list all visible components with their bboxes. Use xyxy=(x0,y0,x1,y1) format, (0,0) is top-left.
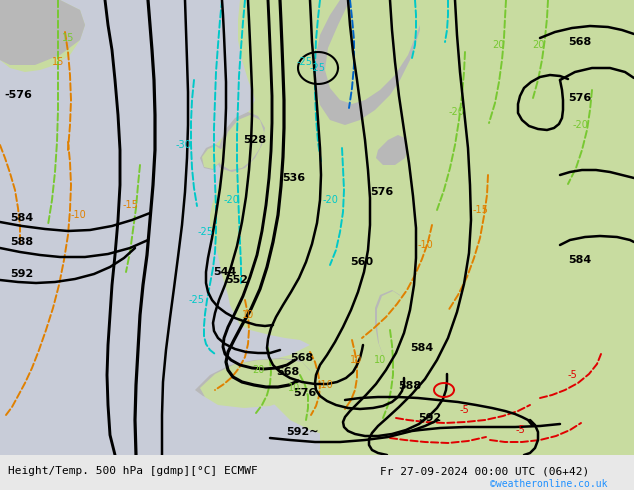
Text: 552: 552 xyxy=(226,275,249,285)
Text: -20: -20 xyxy=(223,195,239,205)
Text: -5: -5 xyxy=(459,405,469,415)
Text: ©weatheronline.co.uk: ©weatheronline.co.uk xyxy=(490,479,607,489)
Text: -20: -20 xyxy=(322,195,338,205)
Text: 10: 10 xyxy=(288,383,300,393)
Text: 592: 592 xyxy=(418,413,442,423)
Polygon shape xyxy=(325,0,420,104)
Text: 568: 568 xyxy=(568,37,592,47)
Text: 20: 20 xyxy=(492,40,504,50)
Polygon shape xyxy=(320,408,634,455)
Text: 20: 20 xyxy=(532,40,544,50)
Text: 15: 15 xyxy=(61,33,74,43)
Polygon shape xyxy=(202,146,222,169)
Polygon shape xyxy=(375,290,408,358)
Polygon shape xyxy=(200,0,634,455)
Text: 584: 584 xyxy=(410,343,434,353)
Text: -20: -20 xyxy=(572,120,588,130)
Text: 584: 584 xyxy=(10,213,34,223)
Text: -25: -25 xyxy=(198,227,214,237)
Polygon shape xyxy=(200,359,312,408)
Bar xyxy=(0,455,634,490)
Text: 536: 536 xyxy=(282,173,306,183)
Text: 568: 568 xyxy=(290,353,314,363)
Text: -10: -10 xyxy=(417,240,433,250)
Polygon shape xyxy=(217,115,264,170)
Text: -15: -15 xyxy=(122,200,138,210)
Text: -30: -30 xyxy=(175,140,191,150)
Text: -25: -25 xyxy=(310,63,326,73)
Text: 528: 528 xyxy=(243,135,266,145)
Text: 588: 588 xyxy=(398,381,422,391)
Text: -15: -15 xyxy=(472,205,488,215)
Text: 560: 560 xyxy=(351,257,373,267)
Text: 588: 588 xyxy=(10,237,34,247)
Polygon shape xyxy=(376,135,408,165)
Text: 568: 568 xyxy=(276,367,300,377)
Text: 576: 576 xyxy=(294,388,316,398)
Text: 576: 576 xyxy=(370,187,394,197)
Polygon shape xyxy=(422,255,500,322)
Text: -5: -5 xyxy=(515,425,525,435)
Text: -576: -576 xyxy=(4,90,32,100)
Text: -10: -10 xyxy=(317,380,333,390)
Polygon shape xyxy=(377,291,410,360)
Text: -5: -5 xyxy=(567,370,577,380)
Polygon shape xyxy=(195,358,310,405)
Text: -25: -25 xyxy=(189,295,205,305)
Polygon shape xyxy=(215,112,265,172)
Text: 10: 10 xyxy=(350,355,362,365)
Text: -25: -25 xyxy=(297,57,313,67)
Polygon shape xyxy=(315,0,420,125)
Text: Fr 27-09-2024 00:00 UTC (06+42): Fr 27-09-2024 00:00 UTC (06+42) xyxy=(380,466,589,476)
Text: 10: 10 xyxy=(374,355,386,365)
Polygon shape xyxy=(0,0,85,72)
Polygon shape xyxy=(0,0,85,65)
Text: -20: -20 xyxy=(448,107,464,117)
Text: Height/Temp. 500 hPa [gdmp][°C] ECMWF: Height/Temp. 500 hPa [gdmp][°C] ECMWF xyxy=(8,466,258,476)
Polygon shape xyxy=(200,144,222,170)
Text: 15: 15 xyxy=(52,57,64,67)
Text: 544: 544 xyxy=(213,267,236,277)
Text: 592~: 592~ xyxy=(286,427,318,437)
Polygon shape xyxy=(516,225,625,295)
Text: 576: 576 xyxy=(568,93,592,103)
Text: 584: 584 xyxy=(568,255,592,265)
Text: -10: -10 xyxy=(70,210,86,220)
Text: 20: 20 xyxy=(252,365,264,375)
Text: 10: 10 xyxy=(242,310,254,320)
Text: 592: 592 xyxy=(10,269,34,279)
